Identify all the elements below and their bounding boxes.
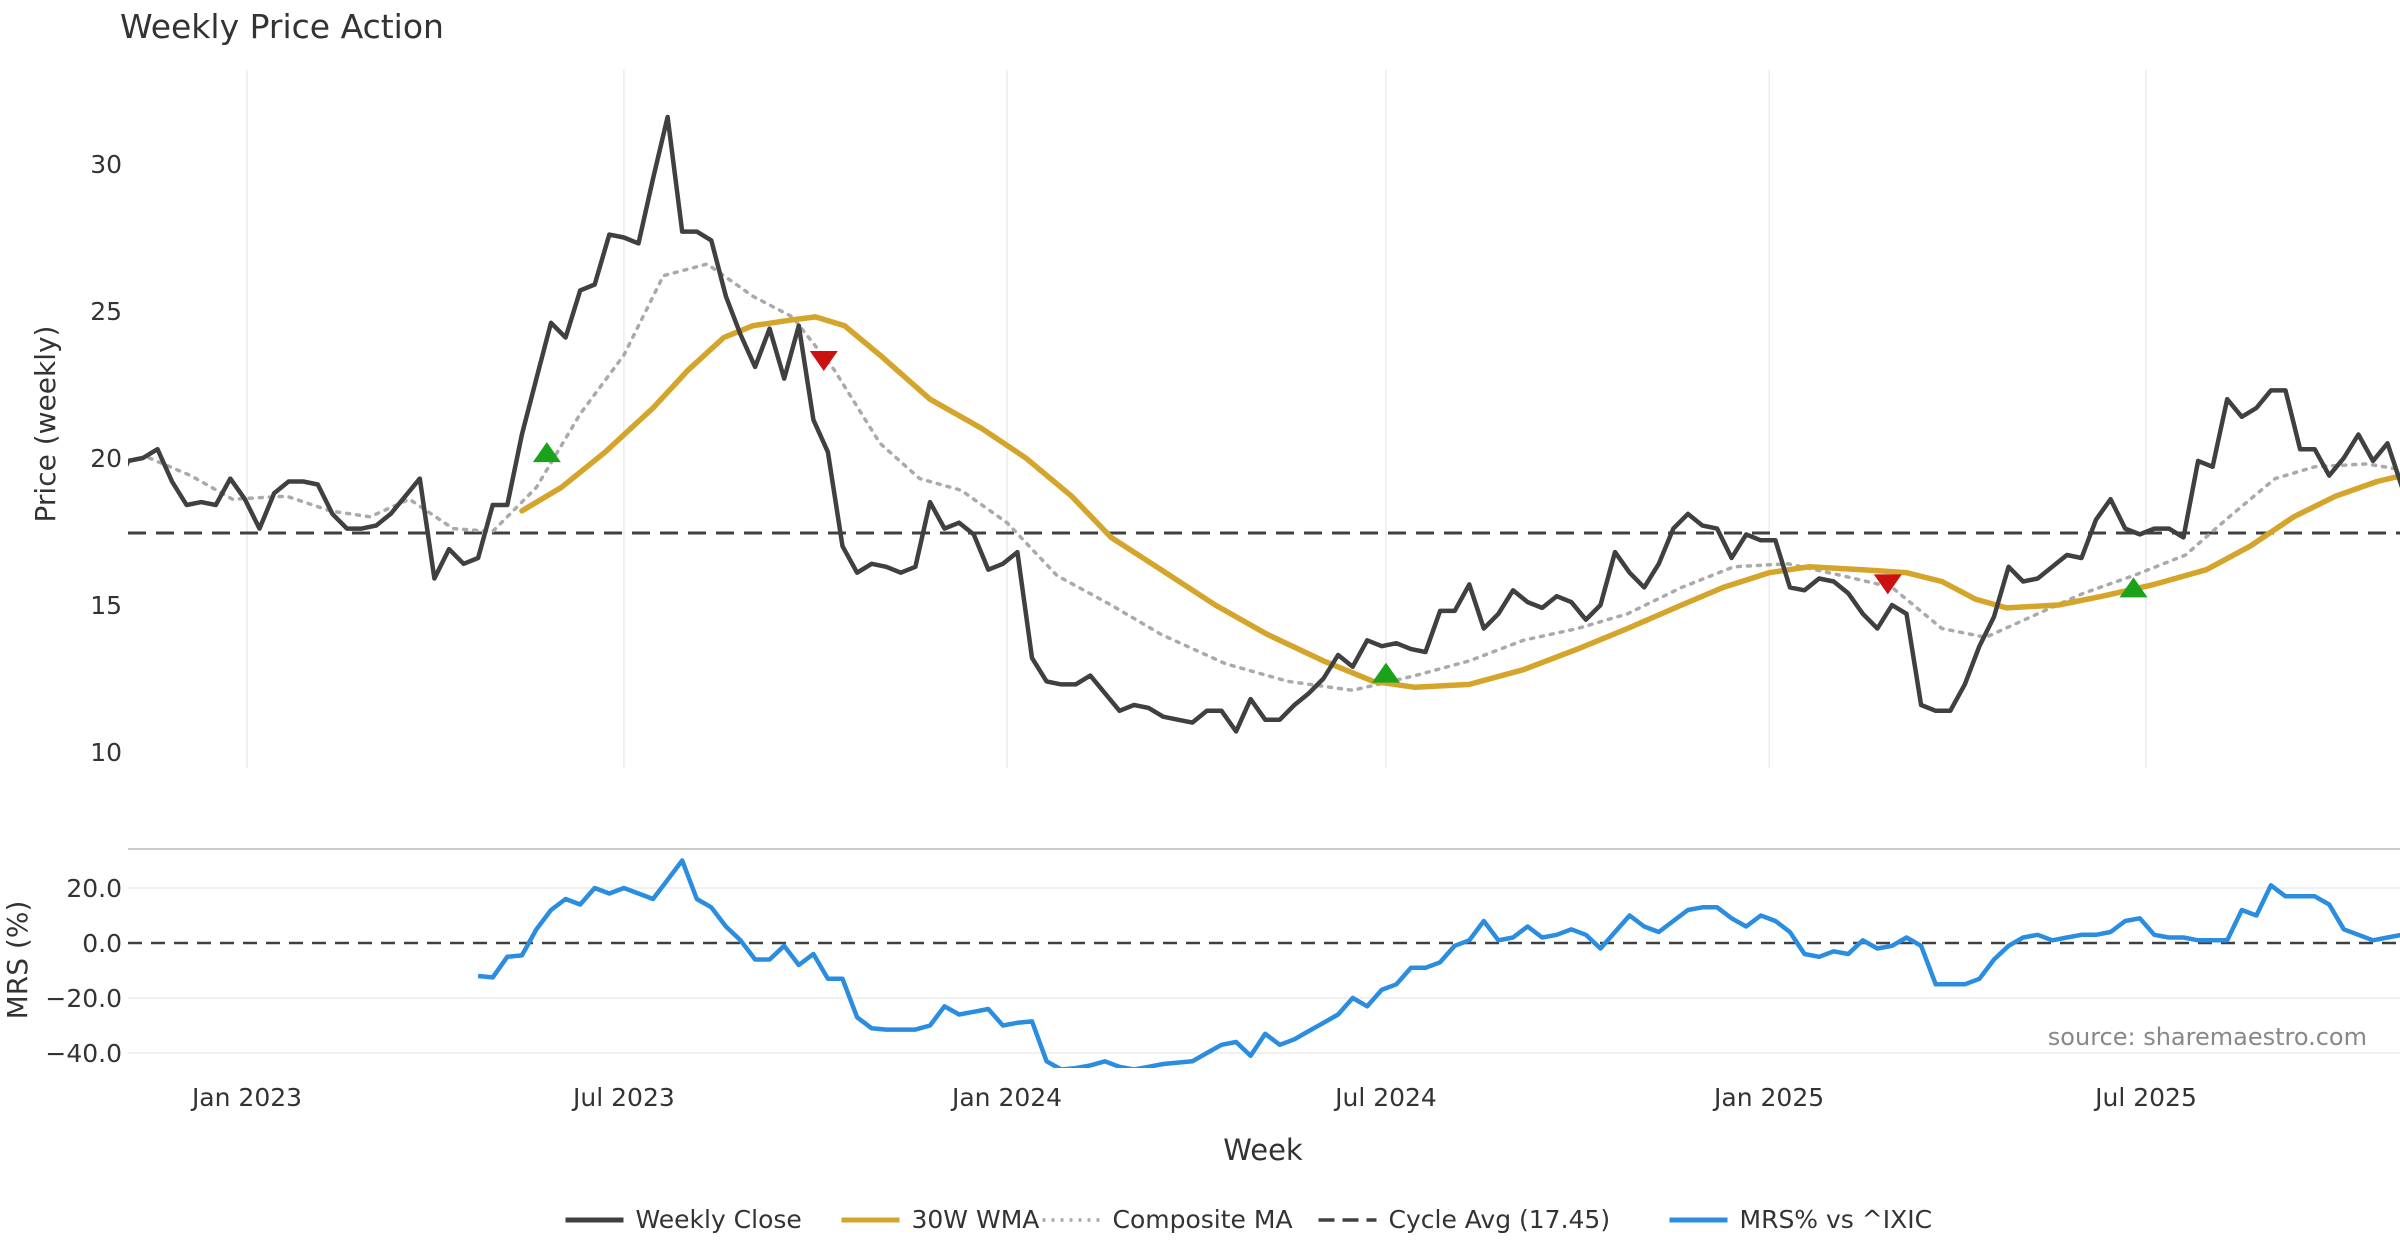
legend-item: Composite MA bbox=[1042, 1205, 1293, 1234]
mrs-y-axis-label: MRS (%) bbox=[1, 901, 34, 1020]
mrs-grid bbox=[128, 887, 2400, 1054]
mrs-y-tick-label: 20.0 bbox=[66, 874, 122, 903]
x-tick-label: Jul 2025 bbox=[2093, 1083, 2197, 1112]
legend-label: MRS% vs ^IXIC bbox=[1740, 1205, 1933, 1234]
legend-label: 30W WMA bbox=[912, 1205, 1040, 1234]
price-y-tick-label: 25 bbox=[90, 297, 122, 326]
price-y-tick-label: 20 bbox=[90, 444, 122, 473]
legend-item: Cycle Avg (17.45) bbox=[1318, 1205, 1611, 1234]
buy-signal-marker bbox=[1371, 662, 1400, 683]
chart-title: Weekly Price Action bbox=[120, 7, 444, 46]
x-tick-label: Jul 2024 bbox=[1333, 1083, 1437, 1112]
price-y-tick-label: 10 bbox=[90, 738, 122, 767]
price-plot-area bbox=[128, 114, 2400, 734]
mrs-y-tick-label: 0.0 bbox=[82, 929, 122, 958]
source-note: source: sharemaestro.com bbox=[2048, 1023, 2367, 1051]
mrs-y-ticks: 20.0 0.0 −20.0 −40.0 bbox=[45, 874, 122, 1068]
mrs-y-tick-label: −40.0 bbox=[45, 1039, 122, 1068]
price-y-tick-label: 15 bbox=[90, 591, 122, 620]
mrs-y-tick-label: −20.0 bbox=[45, 984, 122, 1013]
price-grid bbox=[246, 70, 2147, 768]
price-y-ticks: 10 15 20 25 30 bbox=[90, 150, 122, 767]
legend-label: Cycle Avg (17.45) bbox=[1389, 1205, 1611, 1234]
x-axis-label: Week bbox=[1223, 1133, 1303, 1167]
legend-label: Composite MA bbox=[1113, 1205, 1293, 1234]
legend: Weekly Close 30W WMA Composite MA Cycle Avg… bbox=[565, 1205, 1933, 1234]
legend-item: 30W WMA bbox=[841, 1205, 1040, 1234]
x-tick-label: Jan 2024 bbox=[950, 1083, 1062, 1112]
weekly-close-line bbox=[128, 114, 2400, 734]
sell-signal-marker bbox=[1873, 574, 1902, 595]
legend-item: Weekly Close bbox=[565, 1205, 802, 1234]
x-axis-ticks: Jan 2023 Jul 2023 Jan 2024 Jul 2024 Jan 2025… bbox=[190, 1083, 2197, 1112]
wma-30w-line bbox=[519, 314, 2400, 691]
mrs-plot-area bbox=[128, 858, 2400, 1068]
buy-signal-marker bbox=[2119, 577, 2148, 598]
composite-ma-line bbox=[147, 262, 2400, 693]
buy-signal-marker bbox=[532, 442, 561, 463]
x-tick-label: Jan 2023 bbox=[190, 1083, 302, 1112]
x-tick-label: Jul 2023 bbox=[571, 1083, 675, 1112]
legend-label: Weekly Close bbox=[636, 1205, 802, 1234]
sell-signal-marker bbox=[809, 350, 838, 371]
price-y-tick-label: 30 bbox=[90, 150, 122, 179]
price-y-axis-label: Price (weekly) bbox=[29, 326, 62, 523]
x-tick-label: Jan 2025 bbox=[1712, 1083, 1824, 1112]
mrs-line bbox=[477, 858, 2400, 1068]
legend-item: MRS% vs ^IXIC bbox=[1669, 1205, 1933, 1234]
